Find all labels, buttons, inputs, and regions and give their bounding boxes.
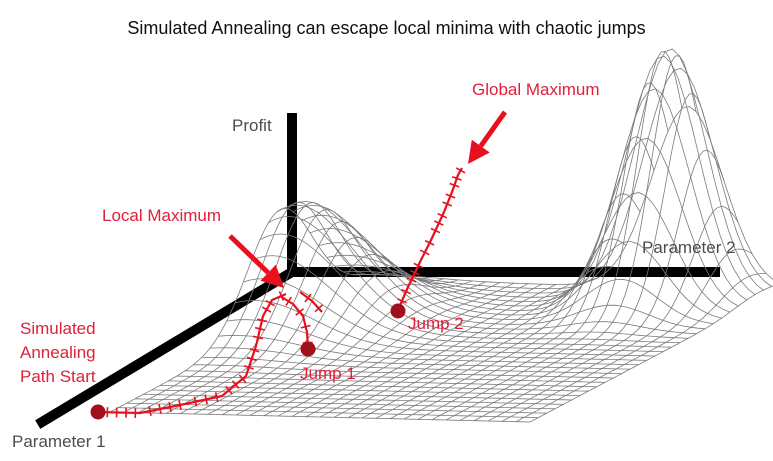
jump-2-label: Jump 2 <box>408 314 464 333</box>
path-tick <box>168 401 172 413</box>
path-tick <box>445 193 456 199</box>
path-tick <box>285 296 292 307</box>
path-tick <box>254 326 266 331</box>
annotation-arrows <box>228 110 508 288</box>
mesh-line-u <box>459 93 711 421</box>
mesh-line-v <box>193 364 614 379</box>
mesh-line-u <box>501 248 753 422</box>
path-tick <box>295 308 305 316</box>
mesh-line-v <box>201 357 622 374</box>
path-tick <box>265 300 275 307</box>
global-max-arrow-head <box>468 139 490 164</box>
path-tick <box>193 396 198 407</box>
path-tick <box>246 356 257 362</box>
path-tick <box>442 201 453 207</box>
path-tick <box>406 276 417 283</box>
diagram-title: Simulated Annealing can escape local min… <box>127 18 646 38</box>
path-tick <box>214 392 219 403</box>
mesh-line-u <box>487 205 739 422</box>
path-tick <box>455 167 466 174</box>
parameter-2-axis-label: Parameter 2 <box>642 238 736 257</box>
jump-2-marker <box>390 303 406 319</box>
path-tick <box>252 335 264 340</box>
mesh-line-u <box>347 277 599 419</box>
path-tick <box>401 288 411 295</box>
mesh-line-u <box>207 270 459 415</box>
path-tick <box>249 347 260 353</box>
path-tick <box>304 293 312 303</box>
path-tick <box>413 262 424 269</box>
path-tick <box>437 212 448 219</box>
surface-mesh <box>109 48 773 423</box>
path-tick <box>148 405 152 417</box>
mesh-line-u <box>529 285 773 423</box>
path-tick <box>261 306 272 313</box>
jump-1-label: Jump 1 <box>300 364 356 383</box>
axes-group <box>35 113 720 429</box>
jump-1-marker <box>300 341 316 357</box>
path-start-label-line3: Path Start <box>20 367 96 386</box>
global-max-arrow-shaft <box>478 110 508 148</box>
path-start-to-local-max <box>97 292 287 415</box>
path-tick <box>238 374 247 384</box>
mesh-line-v <box>318 137 739 307</box>
mesh-line-v <box>334 55 756 298</box>
path-tick <box>204 394 208 405</box>
path-tick <box>158 403 162 415</box>
local-maximum-label: Local Maximum <box>102 206 222 225</box>
profit-axis-label: Profit <box>232 116 272 135</box>
path-tick <box>225 385 233 395</box>
path-tick <box>243 365 254 370</box>
path-tick <box>451 175 462 181</box>
path-start-label-line1: Simulated <box>20 319 96 338</box>
path-tick <box>449 182 460 188</box>
mesh-line-u <box>473 149 725 422</box>
path-tick <box>433 220 444 226</box>
global-maximum-label: Global Maximum <box>472 80 600 99</box>
local-max-arrow-head <box>260 264 284 288</box>
mesh-line-v <box>326 88 747 303</box>
path-start-label-line2: Annealing <box>20 343 96 362</box>
path-tick <box>430 227 441 234</box>
local-max-arrow-shaft <box>228 234 270 275</box>
path-tick <box>409 269 420 276</box>
mesh-line-v <box>351 67 772 290</box>
path-tick <box>314 304 323 313</box>
annealing-paths <box>97 167 466 418</box>
mesh-line-v <box>359 105 773 285</box>
path-tick <box>300 324 311 329</box>
path-tick <box>424 239 435 246</box>
path-start-marker <box>90 404 106 420</box>
mesh-line-v <box>293 204 714 325</box>
mesh-line-u <box>515 273 767 423</box>
jump-markers <box>90 303 406 420</box>
path-tick <box>419 249 430 256</box>
path-tick <box>256 318 268 323</box>
path-tick <box>231 380 240 389</box>
parameter-1-axis-label: Parameter 1 <box>12 432 106 451</box>
path-tick <box>397 298 407 304</box>
path-tick <box>178 399 182 411</box>
